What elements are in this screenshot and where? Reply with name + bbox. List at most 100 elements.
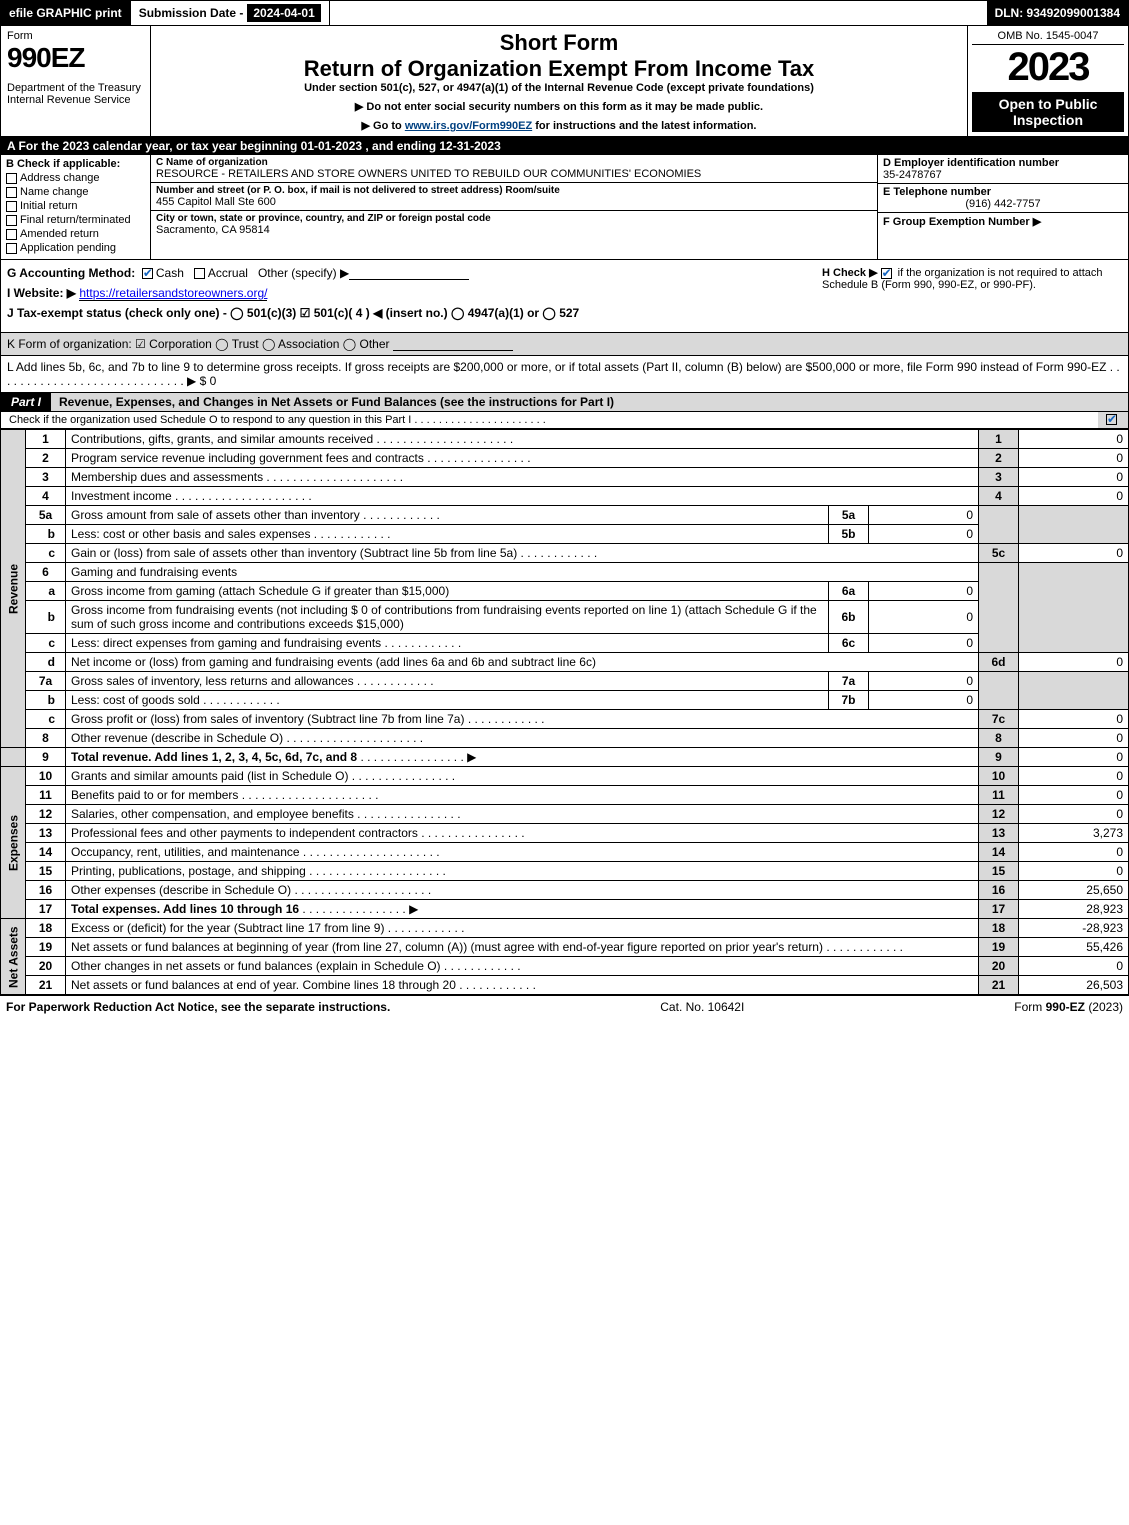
efile-badge[interactable]: efile GRAPHIC print <box>1 1 131 25</box>
val-17: 28,923 <box>1019 900 1129 919</box>
chk-final-return[interactable]: Final return/terminated <box>6 214 145 226</box>
ein-value: 35-2478767 <box>883 169 1123 181</box>
ln-1: 1 <box>26 430 66 449</box>
subval-6a: 0 <box>869 582 979 601</box>
ln-6a: a <box>26 582 66 601</box>
sub-label-text: Submission Date - <box>139 6 244 20</box>
ln-3: 3 <box>26 468 66 487</box>
desc-6c: Less: direct expenses from gaming and fu… <box>66 634 829 653</box>
c-addr-label: Number and street (or P. O. box, if mail… <box>156 185 872 196</box>
chk-amended-return[interactable]: Amended return <box>6 228 145 240</box>
instr2-post: for instructions and the latest informat… <box>535 120 756 132</box>
ln-11: 11 <box>26 786 66 805</box>
g-cash-label: Cash <box>156 266 184 280</box>
chk-name-change[interactable]: Name change <box>6 186 145 198</box>
footer-right-bold: 990-EZ <box>1046 1000 1085 1014</box>
row-a-tax-year: A For the 2023 calendar year, or tax yea… <box>0 137 1129 155</box>
val-11: 0 <box>1019 786 1129 805</box>
ln-5c: c <box>26 544 66 563</box>
subval-7b: 0 <box>869 691 979 710</box>
desc-7c: Gross profit or (loss) from sales of inv… <box>66 710 979 729</box>
instr2-pre: ▶ Go to <box>362 120 405 132</box>
num-9: 9 <box>979 748 1019 767</box>
part1-title: Revenue, Expenses, and Changes in Net As… <box>51 393 1128 411</box>
l-text: L Add lines 5b, 6c, and 7b to line 9 to … <box>7 360 1120 388</box>
chk-address-change[interactable]: Address change <box>6 172 145 184</box>
desc-18: Excess or (deficit) for the year (Subtra… <box>66 919 979 938</box>
desc-11: Benefits paid to or for members <box>66 786 979 805</box>
main-title: Return of Organization Exempt From Incom… <box>159 56 959 82</box>
revenue-label: Revenue <box>1 430 26 748</box>
chk-application-pending[interactable]: Application pending <box>6 242 145 254</box>
ln-10: 10 <box>26 767 66 786</box>
section-g-to-l: H Check ▶ if the organization is not req… <box>0 260 1129 333</box>
subln-7b: 7b <box>829 691 869 710</box>
g-other-blank[interactable] <box>349 268 469 280</box>
ln-14: 14 <box>26 843 66 862</box>
ln-7b: b <box>26 691 66 710</box>
ln-12: 12 <box>26 805 66 824</box>
page-footer: For Paperwork Reduction Act Notice, see … <box>0 995 1129 1018</box>
desc-12: Salaries, other compensation, and employ… <box>66 805 979 824</box>
subval-6b: 0 <box>869 601 979 634</box>
opt-initial: Initial return <box>20 200 77 212</box>
num-7c: 7c <box>979 710 1019 729</box>
val-6d: 0 <box>1019 653 1129 672</box>
ln-16: 16 <box>26 881 66 900</box>
val-2: 0 <box>1019 449 1129 468</box>
desc-16: Other expenses (describe in Schedule O) <box>66 881 979 900</box>
part1-schedule-o-checkbox[interactable] <box>1106 414 1117 425</box>
part1-subheader: Check if the organization used Schedule … <box>0 412 1129 429</box>
omb-number: OMB No. 1545-0047 <box>972 30 1124 45</box>
top-bar: efile GRAPHIC print Submission Date - 20… <box>0 0 1129 26</box>
val-4: 0 <box>1019 487 1129 506</box>
val-5c: 0 <box>1019 544 1129 563</box>
num-8: 8 <box>979 729 1019 748</box>
k-text: K Form of organization: ☑ Corporation ◯ … <box>7 337 390 351</box>
num-17: 17 <box>979 900 1019 919</box>
desc-5b: Less: cost or other basis and sales expe… <box>66 525 829 544</box>
part1-tab: Part I <box>1 393 51 411</box>
g-cash-checkbox[interactable] <box>142 268 153 279</box>
opt-name: Name change <box>20 186 89 198</box>
desc-21: Net assets or fund balances at end of ye… <box>66 976 979 995</box>
desc-5c: Gain or (loss) from sale of assets other… <box>66 544 979 563</box>
d-label: D Employer identification number <box>883 157 1123 169</box>
num-14: 14 <box>979 843 1019 862</box>
desc-20: Other changes in net assets or fund bala… <box>66 957 979 976</box>
g-accrual-checkbox[interactable] <box>194 268 205 279</box>
ln-15: 15 <box>26 862 66 881</box>
header-left: Form 990EZ Department of the Treasury In… <box>1 26 151 136</box>
h-checkbox[interactable] <box>881 268 892 279</box>
section-k: K Form of organization: ☑ Corporation ◯ … <box>0 333 1129 356</box>
ln-9: 9 <box>26 748 66 767</box>
desc-3: Membership dues and assessments <box>66 468 979 487</box>
desc-2: Program service revenue including govern… <box>66 449 979 468</box>
num-20: 20 <box>979 957 1019 976</box>
desc-15: Printing, publications, postage, and shi… <box>66 862 979 881</box>
footer-right: Form 990-EZ (2023) <box>1014 1000 1123 1014</box>
website-link[interactable]: https://retailersandstoreowners.org/ <box>79 286 267 301</box>
val-7c: 0 <box>1019 710 1129 729</box>
opt-address: Address change <box>20 172 100 184</box>
part1-header: Part I Revenue, Expenses, and Changes in… <box>0 393 1129 412</box>
shade-6v <box>1019 563 1129 653</box>
val-15: 0 <box>1019 862 1129 881</box>
desc-5a: Gross amount from sale of assets other t… <box>66 506 829 525</box>
ln-5a: 5a <box>26 506 66 525</box>
header-right: OMB No. 1545-0047 2023 Open to Public In… <box>968 26 1128 136</box>
val-13: 3,273 <box>1019 824 1129 843</box>
irs-link[interactable]: www.irs.gov/Form990EZ <box>405 120 532 132</box>
ln-20: 20 <box>26 957 66 976</box>
num-16: 16 <box>979 881 1019 900</box>
ln-7a: 7a <box>26 672 66 691</box>
subln-7a: 7a <box>829 672 869 691</box>
ln-17: 17 <box>26 900 66 919</box>
desc-7b: Less: cost of goods sold <box>66 691 829 710</box>
netassets-label: Net Assets <box>1 919 26 995</box>
k-blank <box>393 339 513 351</box>
tax-year: 2023 <box>972 45 1124 90</box>
section-b-to-f: B Check if applicable: Address change Na… <box>0 155 1129 260</box>
dept-label: Department of the Treasury Internal Reve… <box>7 82 144 106</box>
chk-initial-return[interactable]: Initial return <box>6 200 145 212</box>
